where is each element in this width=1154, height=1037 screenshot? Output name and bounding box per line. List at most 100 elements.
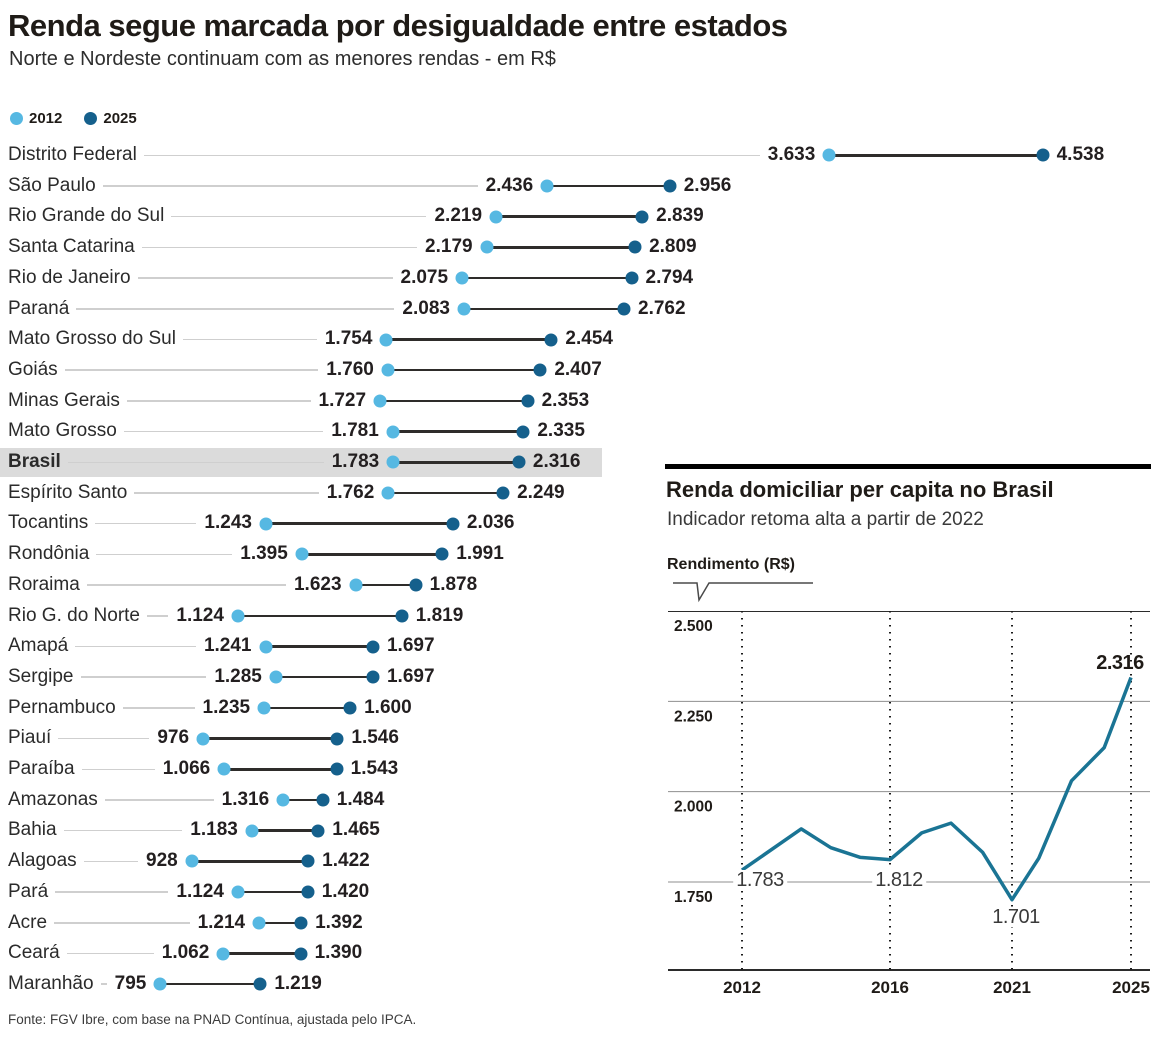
legend-dot-icon [10, 112, 23, 125]
dumbbell-connector [387, 368, 541, 372]
state-label: Rio Grande do Sul [8, 205, 165, 227]
leader-line [55, 891, 169, 893]
leader-line [102, 185, 478, 187]
dumbbell-connector [388, 491, 504, 495]
dot-2012 [295, 547, 309, 561]
table-row: Distrito Federal 3.633 4.538 [0, 140, 1154, 171]
dumbbell-connector [223, 952, 301, 955]
state-label: Santa Catarina [8, 236, 135, 258]
state-label: Rio G. do Norte [8, 604, 140, 626]
dot-2025 [435, 547, 449, 561]
dumbbell-connector [496, 215, 643, 218]
line-annotation: 1.812 [872, 870, 926, 890]
value-2012: 2.219 [434, 205, 483, 227]
dot-2012 [381, 486, 395, 500]
value-2012: 795 [114, 972, 147, 994]
state-label: Maranhão [8, 972, 94, 994]
table-row: Mato Grosso 1.781 2.335 [0, 416, 1154, 447]
dumbbell-connector [829, 154, 1043, 157]
leader-line [126, 400, 311, 402]
dot-2012 [373, 394, 387, 408]
value-2025: 2.249 [517, 481, 565, 503]
state-label: Ceará [8, 942, 60, 964]
state-label: Piauí [8, 727, 52, 749]
state-label: Roraima [8, 573, 80, 595]
axis-notch-icon [673, 582, 813, 603]
leader-line [95, 522, 197, 525]
dot-2025 [409, 578, 423, 592]
dot-2025 [521, 394, 535, 408]
table-row: Alagoas 928 1.422 [0, 846, 1154, 877]
dot-2025 [395, 609, 409, 623]
dot-2012 [216, 947, 230, 961]
dot-2025 [330, 762, 344, 776]
value-2012: 1.241 [203, 635, 252, 657]
state-label: Mato Grosso [8, 420, 117, 442]
dot-2025 [516, 425, 530, 439]
value-2025: 2.794 [645, 266, 694, 288]
table-row: Minas Gerais 1.727 2.353 [0, 386, 1154, 417]
dumbbell-connector [264, 706, 351, 710]
value-2012: 1.754 [324, 328, 373, 350]
dumbbell-connector [275, 675, 373, 679]
x-axis-tick: 2025 [1112, 978, 1150, 997]
dot-2012 [185, 854, 199, 868]
page-subtitle: Norte e Nordeste continuam com as menore… [9, 48, 556, 70]
leader-line [182, 338, 317, 341]
value-2012: 1.214 [197, 911, 246, 933]
state-label: Bahia [8, 819, 57, 841]
dumbbell-connector [203, 737, 338, 740]
dot-2012 [217, 762, 231, 776]
value-2025: 1.422 [322, 850, 370, 872]
dumbbell-connector [160, 982, 261, 986]
dot-2012 [245, 824, 259, 838]
income-trend-line [741, 676, 1133, 902]
value-2025: 1.991 [456, 543, 504, 565]
state-label: Amazonas [8, 788, 98, 810]
dot-2025 [366, 670, 380, 684]
dumbbell-connector [386, 338, 552, 341]
table-row: Rio de Janeiro 2.075 2.794 [0, 263, 1154, 294]
table-row: Paraná 2.083 2.762 [0, 294, 1154, 325]
state-label: Espírito Santo [8, 481, 128, 503]
svg-text:2.500: 2.500 [674, 618, 713, 635]
value-2012: 1.395 [240, 543, 288, 565]
table-row: Amazonas 1.316 1.484 [0, 785, 1154, 816]
dumbbell-connector [486, 246, 636, 249]
leader-line [122, 707, 195, 709]
table-row: São Paulo 2.436 2.956 [0, 171, 1154, 202]
value-2012: 2.436 [485, 174, 534, 196]
value-2025: 1.219 [274, 972, 322, 994]
table-row: Mato Grosso do Sul 1.754 2.454 [0, 324, 1154, 355]
dot-2025 [253, 977, 267, 991]
line-annotation: 1.783 [733, 870, 787, 890]
dumbbell-connector [265, 645, 373, 648]
dumbbell-connector [301, 553, 443, 556]
dot-2025 [294, 916, 308, 930]
leader-line [64, 369, 319, 371]
value-2012: 1.243 [204, 512, 252, 534]
dot-2025 [663, 179, 677, 193]
leader-line [143, 154, 760, 157]
value-2012: 928 [146, 850, 178, 872]
state-label: Sergipe [8, 665, 74, 687]
dot-2025 [628, 240, 642, 254]
table-row: Roraima 1.623 1.878 [0, 570, 1154, 601]
dumbbell-connector [547, 184, 670, 188]
x-axis-tick: 2012 [723, 978, 761, 997]
dumbbell-connector [265, 522, 453, 525]
leader-line [171, 215, 427, 218]
svg-text:2.000: 2.000 [674, 799, 713, 816]
value-2025: 1.878 [429, 573, 478, 595]
value-2025: 1.600 [364, 696, 412, 718]
table-row: Brasil 1.783 2.316 [0, 447, 1154, 478]
dot-2012 [457, 302, 471, 316]
dot-2012 [822, 148, 836, 162]
dot-2025 [301, 885, 315, 899]
value-2012: 1.762 [326, 481, 375, 503]
leader-line [76, 308, 395, 310]
leader-line [134, 492, 319, 494]
value-2025: 4.538 [1056, 144, 1105, 165]
table-row: Sergipe 1.285 1.697 [0, 662, 1154, 693]
dumbbell-connector [237, 890, 308, 894]
